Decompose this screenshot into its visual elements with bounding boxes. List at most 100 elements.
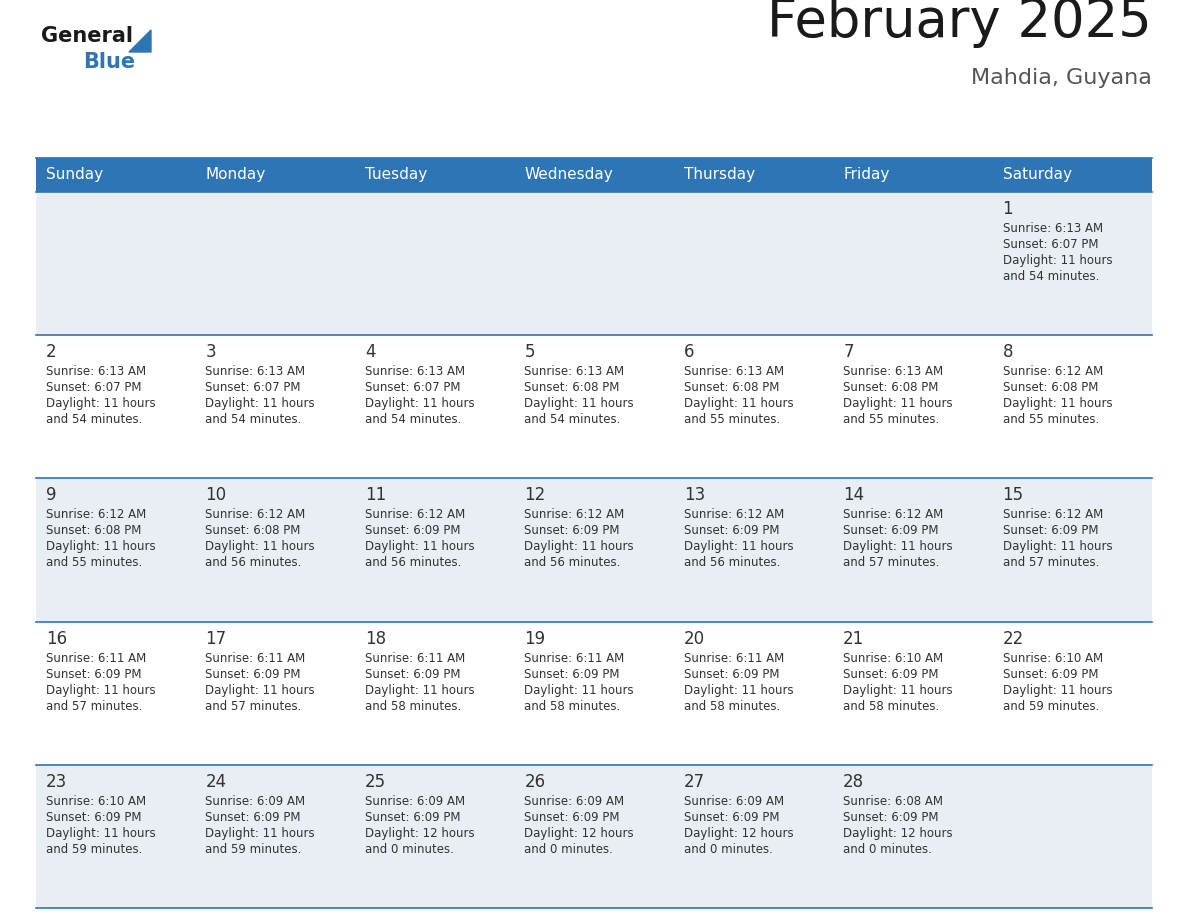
Text: Sunrise: 6:13 AM: Sunrise: 6:13 AM [524,365,625,378]
Text: Sunrise: 6:12 AM: Sunrise: 6:12 AM [843,509,943,521]
Text: Sunset: 6:09 PM: Sunset: 6:09 PM [684,811,779,823]
Bar [514,765,674,908]
Text: 16: 16 [46,630,68,647]
Text: 3: 3 [206,343,216,361]
Text: Sunset: 6:09 PM: Sunset: 6:09 PM [1003,667,1098,680]
Bar [514,478,674,621]
Bar [514,621,674,765]
Text: Sunset: 6:08 PM: Sunset: 6:08 PM [524,381,620,394]
Text: and 54 minutes.: and 54 minutes. [365,413,461,426]
Text: Sunset: 6:07 PM: Sunset: 6:07 PM [46,381,141,394]
Bar [355,765,514,908]
Text: Sunset: 6:09 PM: Sunset: 6:09 PM [46,811,141,823]
Text: Sunrise: 6:13 AM: Sunrise: 6:13 AM [365,365,465,378]
Text: Sunset: 6:09 PM: Sunset: 6:09 PM [524,524,620,537]
Text: Sunset: 6:09 PM: Sunset: 6:09 PM [365,524,461,537]
Text: Sunset: 6:08 PM: Sunset: 6:08 PM [46,524,141,537]
Text: Tuesday: Tuesday [365,167,428,183]
Text: and 58 minutes.: and 58 minutes. [524,700,620,712]
Text: 9: 9 [46,487,57,504]
Bar [833,478,992,621]
Text: Sunrise: 6:10 AM: Sunrise: 6:10 AM [843,652,943,665]
Text: Sunrise: 6:12 AM: Sunrise: 6:12 AM [206,509,305,521]
Text: Daylight: 11 hours: Daylight: 11 hours [365,541,474,554]
Text: and 0 minutes.: and 0 minutes. [524,843,613,856]
Text: and 58 minutes.: and 58 minutes. [684,700,781,712]
Bar [674,765,833,908]
Text: General: General [42,26,133,46]
Text: Sunrise: 6:12 AM: Sunrise: 6:12 AM [46,509,146,521]
Text: Sunrise: 6:11 AM: Sunrise: 6:11 AM [524,652,625,665]
Bar [514,192,674,335]
Text: and 55 minutes.: and 55 minutes. [843,413,940,426]
Text: 24: 24 [206,773,227,790]
Text: Sunset: 6:08 PM: Sunset: 6:08 PM [1003,381,1098,394]
Text: 12: 12 [524,487,545,504]
Text: Sunrise: 6:09 AM: Sunrise: 6:09 AM [206,795,305,808]
Bar [36,335,196,478]
Text: Daylight: 11 hours: Daylight: 11 hours [684,397,794,410]
Text: and 54 minutes.: and 54 minutes. [524,413,620,426]
Text: Daylight: 11 hours: Daylight: 11 hours [843,397,953,410]
Text: Daylight: 11 hours: Daylight: 11 hours [684,541,794,554]
Text: Sunset: 6:09 PM: Sunset: 6:09 PM [684,524,779,537]
Text: Sunrise: 6:13 AM: Sunrise: 6:13 AM [843,365,943,378]
Text: Daylight: 11 hours: Daylight: 11 hours [365,397,474,410]
Text: Monday: Monday [206,167,266,183]
Text: and 58 minutes.: and 58 minutes. [365,700,461,712]
Text: Daylight: 11 hours: Daylight: 11 hours [1003,254,1112,267]
Bar [514,158,674,192]
Bar [196,192,355,335]
Text: Sunrise: 6:13 AM: Sunrise: 6:13 AM [46,365,146,378]
Text: Sunrise: 6:09 AM: Sunrise: 6:09 AM [684,795,784,808]
Text: Sunrise: 6:12 AM: Sunrise: 6:12 AM [1003,509,1102,521]
Text: Daylight: 11 hours: Daylight: 11 hours [46,541,156,554]
Bar [514,335,674,478]
Text: and 57 minutes.: and 57 minutes. [843,556,940,569]
Text: Sunset: 6:09 PM: Sunset: 6:09 PM [365,667,461,680]
Bar [196,478,355,621]
Text: Daylight: 11 hours: Daylight: 11 hours [1003,397,1112,410]
Text: Sunrise: 6:13 AM: Sunrise: 6:13 AM [1003,222,1102,235]
Text: and 56 minutes.: and 56 minutes. [524,556,620,569]
Text: 1: 1 [1003,200,1013,218]
Text: Sunrise: 6:13 AM: Sunrise: 6:13 AM [684,365,784,378]
Text: Daylight: 12 hours: Daylight: 12 hours [684,827,794,840]
Bar [674,478,833,621]
Text: Wednesday: Wednesday [524,167,613,183]
Text: and 58 minutes.: and 58 minutes. [843,700,940,712]
Text: Sunrise: 6:11 AM: Sunrise: 6:11 AM [206,652,305,665]
Text: Daylight: 11 hours: Daylight: 11 hours [1003,684,1112,697]
Text: Sunrise: 6:12 AM: Sunrise: 6:12 AM [1003,365,1102,378]
Bar [992,158,1152,192]
Bar [674,335,833,478]
Text: 8: 8 [1003,343,1013,361]
Bar [674,621,833,765]
Text: Sunrise: 6:11 AM: Sunrise: 6:11 AM [684,652,784,665]
Bar [196,621,355,765]
Text: Sunset: 6:09 PM: Sunset: 6:09 PM [843,811,939,823]
Text: Daylight: 11 hours: Daylight: 11 hours [206,397,315,410]
Text: 5: 5 [524,343,535,361]
Text: Daylight: 11 hours: Daylight: 11 hours [1003,541,1112,554]
Text: 15: 15 [1003,487,1024,504]
Text: Daylight: 11 hours: Daylight: 11 hours [524,397,634,410]
Text: 11: 11 [365,487,386,504]
Text: and 56 minutes.: and 56 minutes. [684,556,781,569]
Bar [36,158,196,192]
Text: and 0 minutes.: and 0 minutes. [684,843,772,856]
Bar [674,192,833,335]
Text: and 59 minutes.: and 59 minutes. [206,843,302,856]
Bar [833,192,992,335]
Text: and 54 minutes.: and 54 minutes. [206,413,302,426]
Text: Sunset: 6:09 PM: Sunset: 6:09 PM [1003,524,1098,537]
Bar [355,335,514,478]
Text: Sunset: 6:09 PM: Sunset: 6:09 PM [46,667,141,680]
Text: Sunday: Sunday [46,167,103,183]
Text: Daylight: 11 hours: Daylight: 11 hours [684,684,794,697]
Text: and 0 minutes.: and 0 minutes. [365,843,454,856]
Bar [833,765,992,908]
Text: and 54 minutes.: and 54 minutes. [1003,270,1099,283]
Bar [992,478,1152,621]
Text: 4: 4 [365,343,375,361]
